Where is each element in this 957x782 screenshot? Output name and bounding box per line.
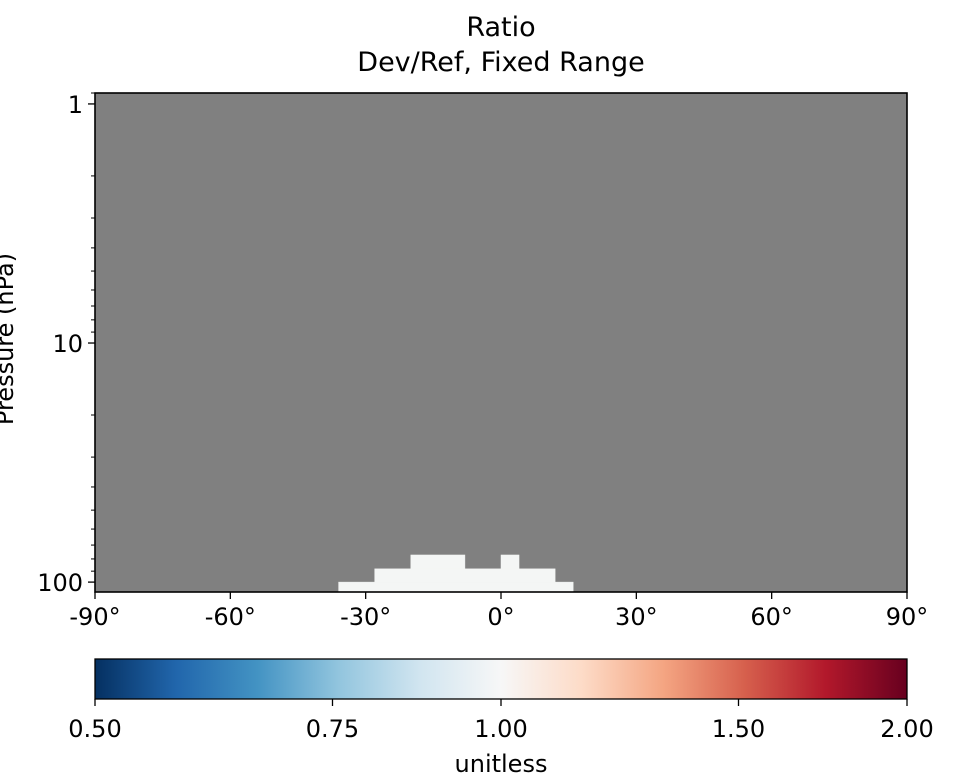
x-tick-label: -90°	[69, 603, 120, 631]
colorbar-tick-label: 0.50	[68, 715, 121, 743]
colorbar-tick-label: 1.00	[474, 715, 527, 743]
x-tick-label: 0°	[487, 603, 514, 631]
heatmap-cell	[338, 581, 574, 593]
colorbar	[94, 658, 908, 700]
plot-background	[95, 93, 907, 592]
chart-subtitle: Dev/Ref, Fixed Range	[357, 47, 645, 78]
y-tick-label: 100	[37, 569, 83, 597]
x-tick-label: 60°	[750, 603, 793, 631]
x-tick-label: 90°	[886, 603, 929, 631]
y-tick-label: 10	[52, 330, 83, 358]
heatmap-cell	[374, 568, 556, 583]
colorbar-label: unitless	[454, 750, 548, 778]
colorbar-tick-label: 2.00	[880, 715, 933, 743]
x-tick-label: 30°	[615, 603, 658, 631]
y-tick-label: 1	[68, 91, 83, 119]
colorbar-tick-label: 1.50	[712, 715, 765, 743]
heatmap-cell	[500, 554, 520, 570]
x-tick-label: -30°	[340, 603, 391, 631]
colorbar-tick-label: 0.75	[306, 715, 359, 743]
heatmap-cell	[410, 554, 466, 570]
chart-title: Ratio	[466, 12, 536, 43]
x-tick-label: -60°	[205, 603, 256, 631]
